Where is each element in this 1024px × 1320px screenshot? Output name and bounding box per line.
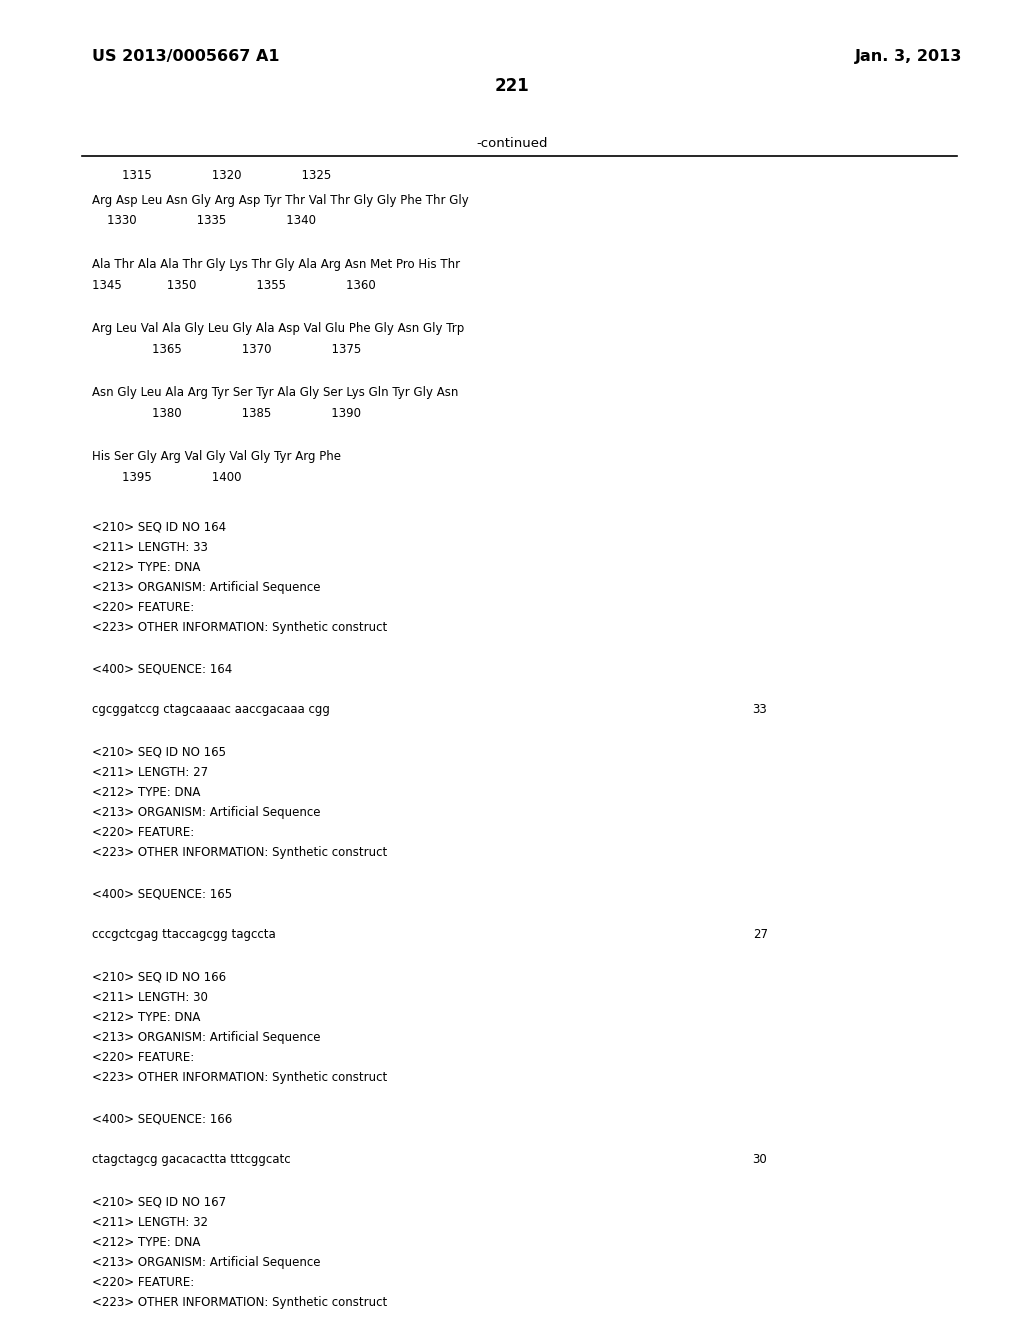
Text: <210> SEQ ID NO 167: <210> SEQ ID NO 167 <box>92 1196 226 1209</box>
Text: Asn Gly Leu Ala Arg Tyr Ser Tyr Ala Gly Ser Lys Gln Tyr Gly Asn: Asn Gly Leu Ala Arg Tyr Ser Tyr Ala Gly … <box>92 385 459 399</box>
Text: Ala Thr Ala Ala Thr Gly Lys Thr Gly Ala Arg Asn Met Pro His Thr: Ala Thr Ala Ala Thr Gly Lys Thr Gly Ala … <box>92 259 460 271</box>
Text: 30: 30 <box>753 1154 767 1167</box>
Text: <211> LENGTH: 30: <211> LENGTH: 30 <box>92 990 208 1003</box>
Text: <211> LENGTH: 32: <211> LENGTH: 32 <box>92 1216 208 1229</box>
Text: 27: 27 <box>753 928 768 941</box>
Text: <212> TYPE: DNA: <212> TYPE: DNA <box>92 1236 201 1249</box>
Text: Arg Leu Val Ala Gly Leu Gly Ala Asp Val Glu Phe Gly Asn Gly Trp: Arg Leu Val Ala Gly Leu Gly Ala Asp Val … <box>92 322 465 335</box>
Text: <223> OTHER INFORMATION: Synthetic construct: <223> OTHER INFORMATION: Synthetic const… <box>92 620 387 634</box>
Text: <220> FEATURE:: <220> FEATURE: <box>92 826 195 840</box>
Text: <210> SEQ ID NO 164: <210> SEQ ID NO 164 <box>92 520 226 533</box>
Text: <400> SEQUENCE: 165: <400> SEQUENCE: 165 <box>92 887 232 900</box>
Text: 33: 33 <box>753 704 767 717</box>
Text: <212> TYPE: DNA: <212> TYPE: DNA <box>92 785 201 799</box>
Text: cccgctcgag ttaccagcgg tagccta: cccgctcgag ttaccagcgg tagccta <box>92 928 275 941</box>
Text: -continued: -continued <box>476 137 548 150</box>
Text: US 2013/0005667 A1: US 2013/0005667 A1 <box>92 49 280 63</box>
Text: <223> OTHER INFORMATION: Synthetic construct: <223> OTHER INFORMATION: Synthetic const… <box>92 1071 387 1084</box>
Text: <210> SEQ ID NO 166: <210> SEQ ID NO 166 <box>92 970 226 983</box>
Text: 1345            1350                1355                1360: 1345 1350 1355 1360 <box>92 279 376 292</box>
Text: <220> FEATURE:: <220> FEATURE: <box>92 1275 195 1288</box>
Text: 1380                1385                1390: 1380 1385 1390 <box>92 407 361 420</box>
Text: 1315                1320                1325: 1315 1320 1325 <box>92 169 332 182</box>
Text: Jan. 3, 2013: Jan. 3, 2013 <box>855 49 963 63</box>
Text: Arg Asp Leu Asn Gly Arg Asp Tyr Thr Val Thr Gly Gly Phe Thr Gly: Arg Asp Leu Asn Gly Arg Asp Tyr Thr Val … <box>92 194 469 207</box>
Text: 1365                1370                1375: 1365 1370 1375 <box>92 342 361 355</box>
Text: 221: 221 <box>495 77 529 95</box>
Text: <223> OTHER INFORMATION: Synthetic construct: <223> OTHER INFORMATION: Synthetic const… <box>92 846 387 859</box>
Text: His Ser Gly Arg Val Gly Val Gly Tyr Arg Phe: His Ser Gly Arg Val Gly Val Gly Tyr Arg … <box>92 450 341 463</box>
Text: <400> SEQUENCE: 166: <400> SEQUENCE: 166 <box>92 1111 232 1125</box>
Text: <213> ORGANISM: Artificial Sequence: <213> ORGANISM: Artificial Sequence <box>92 581 321 594</box>
Text: <211> LENGTH: 33: <211> LENGTH: 33 <box>92 541 208 554</box>
Text: <212> TYPE: DNA: <212> TYPE: DNA <box>92 561 201 574</box>
Text: ctagctagcg gacacactta tttcggcatc: ctagctagcg gacacactta tttcggcatc <box>92 1154 291 1167</box>
Text: cgcggatccg ctagcaaaac aaccgacaaa cgg: cgcggatccg ctagcaaaac aaccgacaaa cgg <box>92 704 330 717</box>
Text: <220> FEATURE:: <220> FEATURE: <box>92 1051 195 1064</box>
Text: 1330                1335                1340: 1330 1335 1340 <box>92 214 316 227</box>
Text: <213> ORGANISM: Artificial Sequence: <213> ORGANISM: Artificial Sequence <box>92 1255 321 1269</box>
Text: <213> ORGANISM: Artificial Sequence: <213> ORGANISM: Artificial Sequence <box>92 1031 321 1044</box>
Text: <213> ORGANISM: Artificial Sequence: <213> ORGANISM: Artificial Sequence <box>92 805 321 818</box>
Text: <210> SEQ ID NO 165: <210> SEQ ID NO 165 <box>92 746 226 759</box>
Text: <400> SEQUENCE: 164: <400> SEQUENCE: 164 <box>92 663 232 676</box>
Text: <220> FEATURE:: <220> FEATURE: <box>92 601 195 614</box>
Text: <211> LENGTH: 27: <211> LENGTH: 27 <box>92 766 208 779</box>
Text: 1395                1400: 1395 1400 <box>92 470 242 483</box>
Text: <212> TYPE: DNA: <212> TYPE: DNA <box>92 1011 201 1024</box>
Text: <223> OTHER INFORMATION: Synthetic construct: <223> OTHER INFORMATION: Synthetic const… <box>92 1296 387 1309</box>
